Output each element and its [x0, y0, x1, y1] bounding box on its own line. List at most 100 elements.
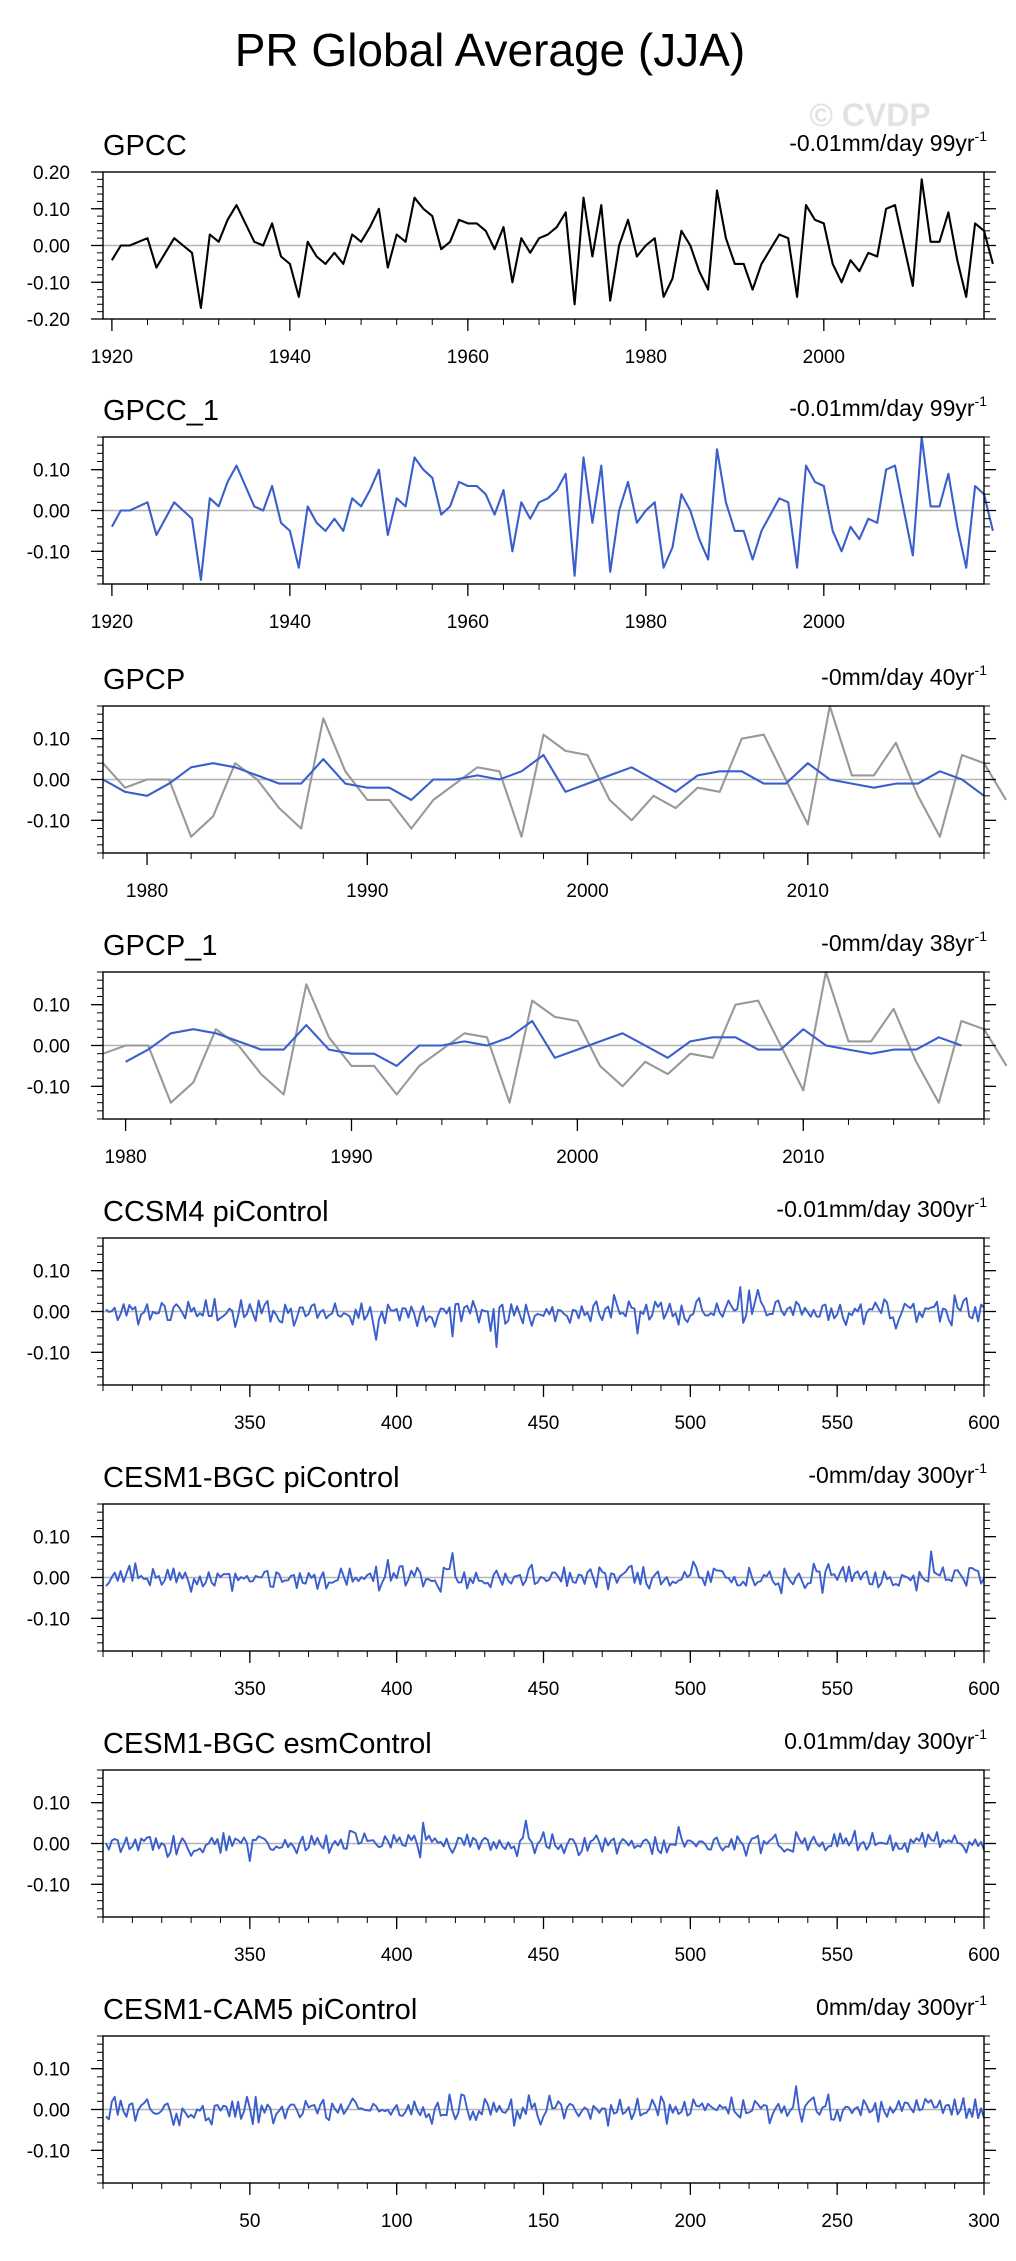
x-tick-label: 1940 [269, 347, 311, 368]
trend-exponent: -1 [975, 1460, 988, 1476]
trend-exponent: -1 [975, 1726, 988, 1742]
x-tick-label: 1980 [625, 612, 667, 633]
y-tick-label: 0.10 [33, 200, 70, 221]
y-tick-label: 0.00 [33, 1835, 70, 1856]
panel-title: GPCC_1 [103, 395, 219, 427]
x-tick-label: 450 [528, 1679, 560, 1700]
x-tick-label: 550 [821, 1413, 853, 1434]
panel-cesm1-cam5-picontrol: CESM1-CAM5 piControl 0mm/day 300yr-1 0.10 0… [27, 1992, 1000, 2232]
series-line-cesm1-cam5-picontrol [105, 2085, 985, 2127]
x-tick-label: 2010 [787, 881, 829, 902]
series-line-gpcp-1 [125, 1019, 962, 1067]
y-tick-label: 0.10 [33, 1794, 70, 1815]
x-tick-label: 300 [968, 2211, 1000, 2232]
series-line-gpcp [102, 753, 985, 801]
plot-frame [102, 2035, 985, 2184]
trend-label: 0.01mm/day 300yr-1 [784, 1726, 987, 1754]
plot-frame [102, 436, 985, 585]
x-tick-label: 500 [674, 1945, 706, 1966]
plot-frame [102, 705, 985, 854]
trend-exponent: -1 [975, 393, 988, 409]
y-tick-label: -0.10 [27, 1609, 70, 1630]
x-tick-label: 2000 [803, 612, 845, 633]
x-tick-label: 350 [234, 1413, 266, 1434]
cvdp-watermark: © CVDP [809, 97, 930, 133]
y-tick-label: -0.20 [27, 310, 70, 331]
plot-frame [102, 171, 985, 320]
trend-value: 0mm/day 300yr [816, 1994, 975, 2020]
x-tick-label: 1980 [104, 1147, 146, 1168]
x-tick-label: 400 [381, 1413, 413, 1434]
panel-title: GPCC [103, 130, 187, 162]
panel-title: CESM1-CAM5 piControl [103, 1994, 417, 2026]
y-tick-label: 0.00 [33, 237, 70, 258]
series-line-gpcc [111, 178, 994, 310]
y-tick-label: 0.10 [33, 2060, 70, 2081]
trend-label: -0.01mm/day 99yr-1 [789, 393, 987, 421]
x-tick-label: 1920 [91, 612, 133, 633]
trend-exponent: -1 [975, 1194, 988, 1210]
series-line-gpcc-1-overlay- [102, 970, 1008, 1104]
x-tick-label: 550 [821, 1945, 853, 1966]
trend-value: -0.01mm/day 300yr [776, 1196, 974, 1222]
y-tick-label: 0.10 [33, 461, 70, 482]
plot-frame [102, 1503, 985, 1652]
panel-title: CCSM4 piControl [103, 1196, 329, 1228]
trend-label: 0mm/day 300yr-1 [816, 1992, 987, 2020]
trend-value: -0mm/day 40yr [821, 664, 975, 690]
trend-value: 0.01mm/day 300yr [784, 1728, 975, 1754]
y-tick-label: 0.10 [33, 730, 70, 751]
x-tick-label: 150 [528, 2211, 560, 2232]
trend-exponent: -1 [975, 662, 988, 678]
x-tick-label: 450 [528, 1945, 560, 1966]
x-tick-label: 350 [234, 1945, 266, 1966]
y-tick-label: -0.10 [27, 1343, 70, 1364]
y-tick-label: 0.10 [33, 1262, 70, 1283]
series-line-gpcc-1 [110, 435, 994, 581]
panel-title: GPCP_1 [103, 930, 217, 962]
y-tick-label: 0.00 [33, 1037, 70, 1058]
y-tick-label: 0.10 [33, 996, 70, 1017]
x-tick-label: 1960 [447, 612, 489, 633]
x-tick-label: 600 [968, 1679, 1000, 1700]
y-tick-label: 0.20 [33, 163, 70, 184]
panel-gpcp: GPCP -0mm/day 40yr-1 0.10 0.00 -0.10 1980 1990… [27, 662, 1007, 902]
panel-title: CESM1-BGC piControl [103, 1462, 400, 1494]
y-tick-label: 0.00 [33, 1569, 70, 1590]
x-tick-label: 2010 [782, 1147, 824, 1168]
y-tick-label: 0.00 [33, 2101, 70, 2122]
plot-frame [102, 1769, 985, 1918]
plot-frame [102, 971, 985, 1120]
x-tick-label: 100 [381, 2211, 413, 2232]
x-tick-label: 1980 [625, 347, 667, 368]
trend-exponent: -1 [975, 128, 988, 144]
y-tick-label: 0.00 [33, 1303, 70, 1324]
panel-title: GPCP [103, 664, 185, 696]
panel-gpcc: GPCC -0.01mm/day 99yr-1 0.20 0.10 0.00 -0.10 -… [27, 128, 996, 368]
x-tick-label: 350 [234, 1679, 266, 1700]
trend-value: -0.01mm/day 99yr [789, 395, 975, 421]
x-tick-label: 600 [968, 1413, 1000, 1434]
trend-value: -0mm/day 300yr [808, 1462, 975, 1488]
series-line-cesm1-bgc-esmcontrol [105, 1819, 985, 1863]
panel-gpcp-1: GPCP_1 -0mm/day 38yr-1 0.10 0.00 -0.10 1980 19… [27, 928, 1008, 1168]
x-tick-label: 1940 [269, 612, 311, 633]
x-tick-label: 500 [674, 1679, 706, 1700]
trend-label: -0mm/day 40yr-1 [821, 662, 987, 690]
x-tick-label: 500 [674, 1413, 706, 1434]
trend-label: -0mm/day 300yr-1 [808, 1460, 987, 1488]
x-tick-label: 1960 [447, 347, 489, 368]
trend-label: -0.01mm/day 300yr-1 [776, 1194, 987, 1222]
plot-frame [102, 1237, 985, 1386]
panel-ccsm4-picontrol: CCSM4 piControl -0.01mm/day 300yr-1 0.10 0.… [27, 1194, 1000, 1434]
y-tick-label: -0.10 [27, 1077, 70, 1098]
series-line-gpcc-overlay- [102, 704, 1007, 838]
x-tick-label: 2000 [566, 881, 608, 902]
figure-title: PR Global Average (JJA) [235, 24, 746, 76]
x-tick-label: 1920 [91, 347, 133, 368]
x-tick-label: 450 [528, 1413, 560, 1434]
x-tick-label: 200 [674, 2211, 706, 2232]
x-tick-label: 2000 [556, 1147, 598, 1168]
trend-exponent: -1 [975, 1992, 988, 2008]
y-tick-label: -0.10 [27, 811, 70, 832]
